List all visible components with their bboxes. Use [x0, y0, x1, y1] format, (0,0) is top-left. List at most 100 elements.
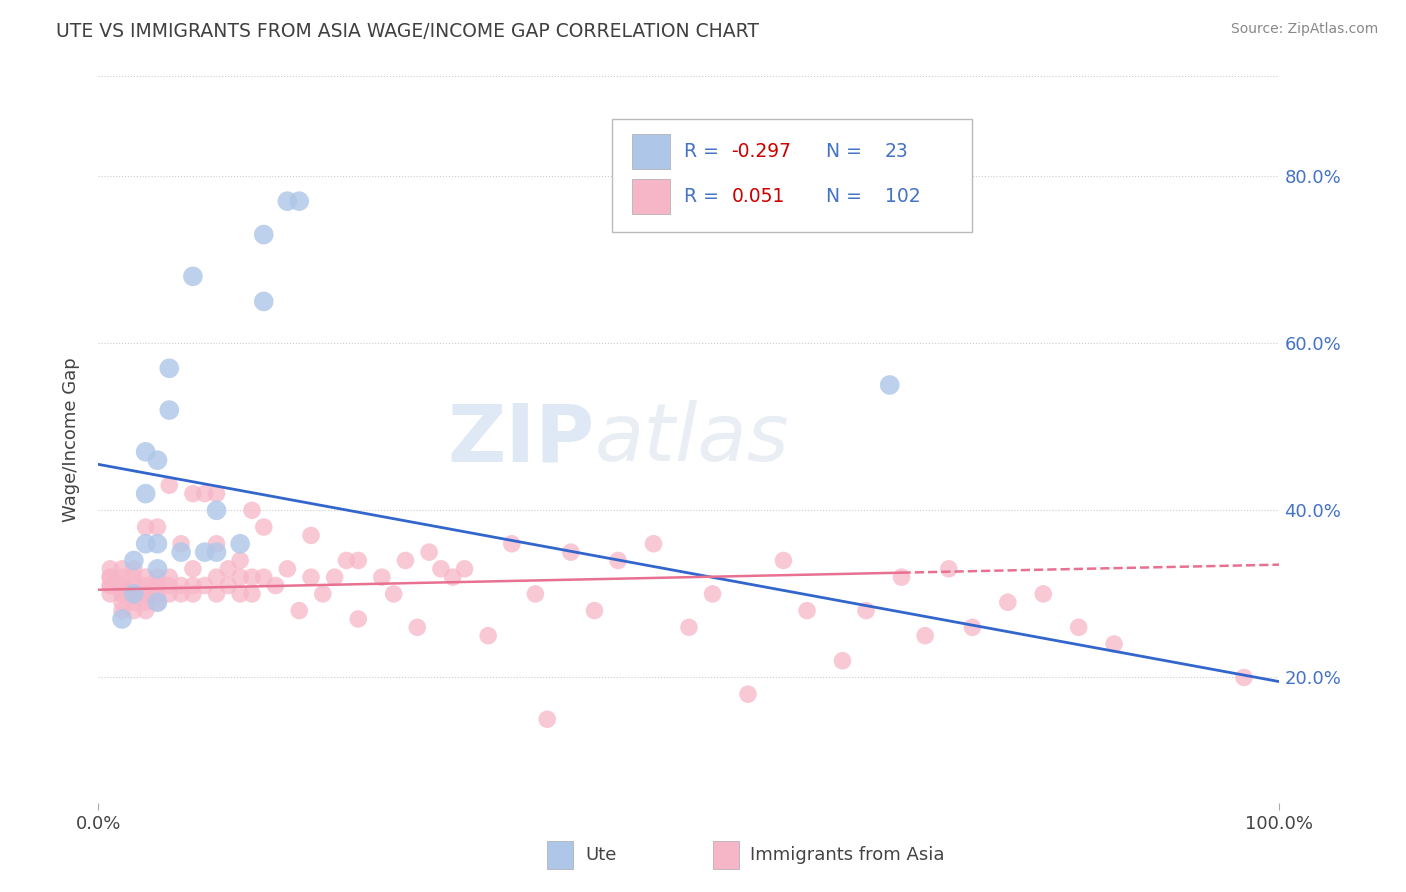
- Text: 0.051: 0.051: [731, 187, 785, 206]
- Point: [170, 578, 193, 592]
- Point: [122, 578, 145, 592]
- Point: [772, 553, 794, 567]
- Text: 102: 102: [884, 187, 921, 206]
- Point: [1233, 670, 1256, 684]
- Point: [914, 629, 936, 643]
- Point: [347, 612, 370, 626]
- Point: [441, 570, 464, 584]
- Text: Ute: Ute: [585, 847, 616, 864]
- Point: [253, 294, 276, 309]
- Point: [146, 520, 169, 534]
- Point: [135, 520, 157, 534]
- Point: [607, 553, 630, 567]
- Point: [181, 486, 204, 500]
- Point: [135, 486, 157, 500]
- Text: R =: R =: [685, 187, 718, 206]
- Point: [135, 604, 157, 618]
- Point: [98, 570, 121, 584]
- Point: [146, 595, 169, 609]
- Point: [831, 654, 853, 668]
- Point: [98, 570, 121, 584]
- Point: [111, 587, 134, 601]
- Point: [205, 570, 228, 584]
- Point: [194, 545, 217, 559]
- Point: [135, 595, 157, 609]
- Point: [170, 537, 193, 551]
- Point: [205, 545, 228, 559]
- Text: N =: N =: [825, 142, 862, 161]
- Point: [205, 537, 228, 551]
- Point: [111, 604, 134, 618]
- Bar: [633, 134, 671, 169]
- Point: [288, 604, 311, 618]
- Point: [181, 587, 204, 601]
- Point: [312, 587, 335, 601]
- Point: [146, 537, 169, 551]
- Point: [122, 570, 145, 584]
- Point: [181, 562, 204, 576]
- Point: [122, 587, 145, 601]
- Point: [135, 587, 157, 601]
- Point: [536, 712, 558, 726]
- Point: [524, 587, 547, 601]
- Point: [323, 570, 346, 584]
- Point: [560, 545, 582, 559]
- Point: [501, 537, 523, 551]
- Point: [170, 545, 193, 559]
- Point: [229, 537, 252, 551]
- Point: [135, 445, 157, 459]
- Point: [879, 378, 901, 392]
- Point: [217, 562, 239, 576]
- Point: [229, 570, 252, 584]
- Point: [382, 587, 405, 601]
- Text: Immigrants from Asia: Immigrants from Asia: [751, 847, 945, 864]
- Point: [157, 478, 180, 492]
- Point: [890, 570, 912, 584]
- Text: -0.297: -0.297: [731, 142, 792, 161]
- Text: 23: 23: [884, 142, 908, 161]
- Point: [146, 578, 169, 592]
- Point: [111, 612, 134, 626]
- Point: [146, 453, 169, 467]
- Point: [240, 570, 263, 584]
- Text: atlas: atlas: [595, 401, 789, 478]
- Point: [702, 587, 724, 601]
- Point: [299, 528, 322, 542]
- Point: [264, 578, 287, 592]
- Point: [253, 570, 276, 584]
- Point: [111, 587, 134, 601]
- Point: [111, 562, 134, 576]
- Point: [418, 545, 440, 559]
- Point: [157, 578, 180, 592]
- Point: [253, 520, 276, 534]
- Point: [98, 562, 121, 576]
- Point: [962, 620, 984, 634]
- Point: [122, 604, 145, 618]
- Point: [181, 578, 204, 592]
- Point: [229, 553, 252, 567]
- Point: [371, 570, 394, 584]
- Point: [276, 562, 298, 576]
- Point: [146, 570, 169, 584]
- Point: [122, 587, 145, 601]
- Point: [135, 537, 157, 551]
- Point: [1067, 620, 1090, 634]
- Point: [276, 194, 298, 209]
- Point: [98, 587, 121, 601]
- Bar: [547, 841, 574, 869]
- Point: [253, 227, 276, 242]
- Point: [205, 587, 228, 601]
- Point: [406, 620, 429, 634]
- Bar: [633, 179, 671, 214]
- Point: [205, 503, 228, 517]
- Point: [181, 269, 204, 284]
- Point: [157, 587, 180, 601]
- Point: [229, 587, 252, 601]
- FancyBboxPatch shape: [612, 120, 973, 232]
- Point: [288, 194, 311, 209]
- Point: [157, 403, 180, 417]
- Y-axis label: Wage/Income Gap: Wage/Income Gap: [62, 357, 80, 522]
- Point: [194, 486, 217, 500]
- Point: [111, 578, 134, 592]
- Point: [335, 553, 357, 567]
